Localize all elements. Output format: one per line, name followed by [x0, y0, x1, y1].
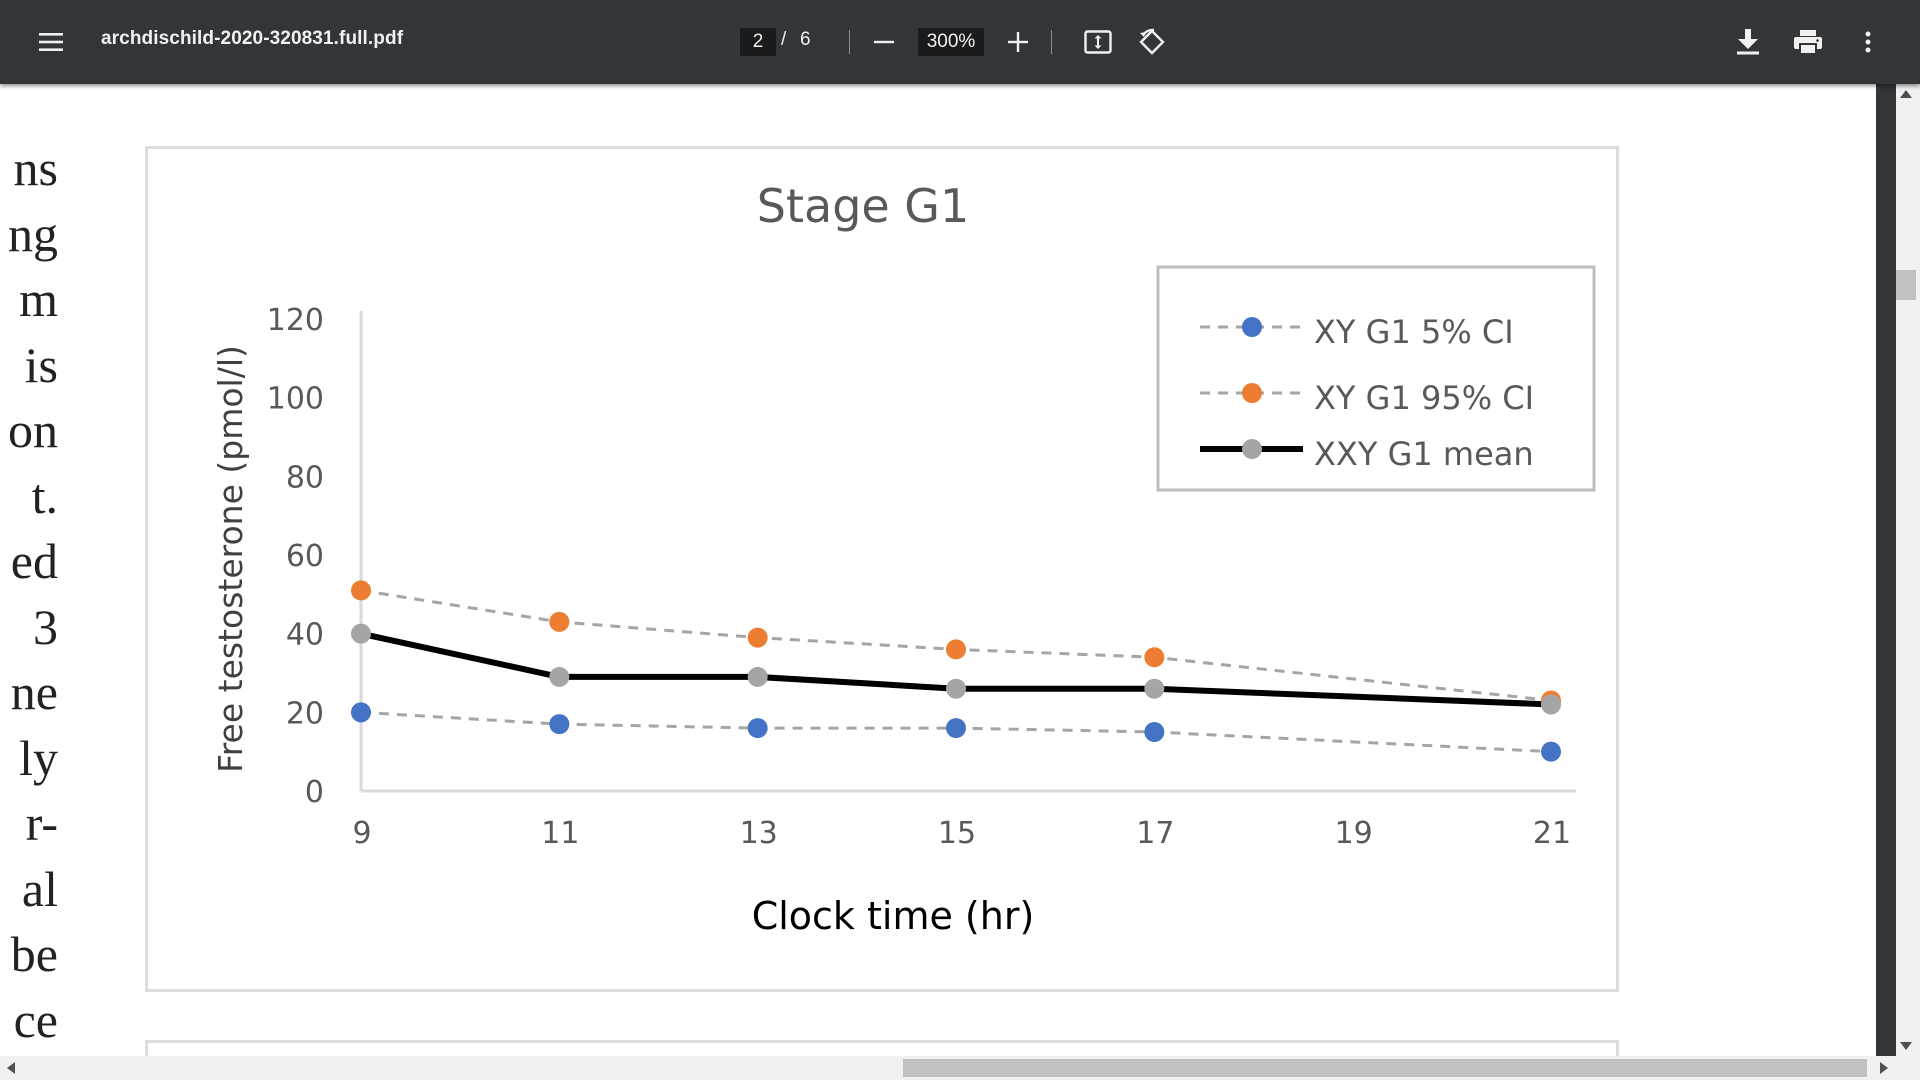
y-axis-label: Free testosterone (pmol/l) — [211, 345, 250, 773]
data-point — [351, 580, 371, 601]
text-line: m — [19, 271, 58, 327]
vertical-scroll-thumb[interactable] — [1896, 270, 1916, 300]
data-point — [351, 623, 371, 644]
x-tick-label: 19 — [1335, 816, 1373, 851]
page-total: 6 — [800, 29, 811, 50]
data-point — [1144, 647, 1165, 668]
clipped-body-text: ns ng m is on t. ed 3 ne ly r- al be ce — [0, 136, 58, 1053]
menu-button[interactable] — [28, 22, 74, 62]
zoom-out-icon — [874, 40, 894, 44]
rotate-button[interactable] — [1132, 22, 1172, 62]
x-tick-label: 9 — [352, 816, 371, 851]
data-point — [1541, 741, 1561, 762]
scroll-down-icon[interactable] — [1900, 1042, 1912, 1050]
chart-figure: Stage G1 Clock time (hr) Free testostero… — [145, 146, 1619, 992]
chart-title: Stage G1 — [757, 179, 969, 233]
text-line: be — [10, 926, 58, 982]
data-point — [946, 678, 966, 699]
data-point — [351, 702, 371, 723]
data-point — [946, 639, 966, 660]
rotate-icon — [1139, 28, 1165, 55]
legend-box — [1156, 265, 1596, 492]
x-tick-label: 11 — [541, 816, 579, 851]
data-point — [747, 718, 768, 739]
text-line: ly — [19, 729, 58, 786]
data-point — [1144, 678, 1165, 699]
y-tick-label: 0 — [305, 775, 324, 810]
y-tick-label: 60 — [286, 539, 324, 574]
y-tick-label: 120 — [267, 303, 324, 338]
x-tick-label: 13 — [740, 816, 778, 851]
text-line: ne — [10, 664, 58, 720]
legend-marker — [1242, 439, 1262, 459]
legend-label: XXY G1 mean — [1314, 435, 1534, 473]
download-button[interactable] — [1728, 22, 1768, 62]
horizontal-scrollbar[interactable] — [0, 1056, 1920, 1080]
text-line: al — [21, 860, 58, 917]
chart-legend: XY G1 5% CI XY G1 95% CI XXY G1 mean — [1156, 265, 1596, 492]
document-viewport[interactable]: ns ng m is on t. ed 3 ne ly r- al be ce … — [0, 84, 1876, 1056]
horizontal-scroll-thumb[interactable] — [903, 1059, 1867, 1077]
legend-marker — [1242, 317, 1262, 337]
menu-icon — [39, 33, 63, 51]
print-button[interactable] — [1788, 22, 1828, 62]
scroll-right-icon[interactable] — [1880, 1062, 1888, 1074]
print-icon — [1794, 30, 1822, 54]
zoom-in-icon — [1008, 32, 1028, 52]
scrollbar-gutter — [1876, 84, 1896, 1056]
legend-label: XY G1 95% CI — [1314, 379, 1534, 417]
text-line: on — [8, 402, 58, 458]
data-point — [747, 666, 768, 687]
scroll-left-icon[interactable] — [7, 1062, 15, 1074]
fit-page-icon — [1084, 30, 1112, 54]
data-point — [1541, 694, 1561, 715]
x-axis-label: Clock time (hr) — [752, 894, 1035, 938]
zoom-out-button[interactable] — [866, 26, 902, 58]
text-line: ng — [8, 205, 58, 262]
zoom-in-button[interactable] — [1000, 24, 1036, 60]
legend-label: XY G1 5% CI — [1314, 313, 1514, 351]
vertical-scrollbar[interactable] — [1876, 84, 1920, 1056]
data-point — [549, 611, 570, 632]
x-tick-label: 21 — [1533, 816, 1571, 851]
toolbar-divider — [1051, 30, 1052, 54]
y-tick-label: 100 — [267, 382, 324, 417]
series-line-2 — [360, 588, 1552, 703]
text-line: ns — [13, 140, 58, 196]
toolbar-divider — [849, 30, 850, 54]
zoom-level-input[interactable]: 300% — [918, 28, 984, 56]
text-line: 3 — [33, 598, 58, 655]
y-tick-label: 40 — [286, 618, 324, 653]
more-options-button[interactable] — [1848, 22, 1888, 62]
page-number-input[interactable]: 2 — [740, 28, 776, 56]
text-line: ed — [10, 533, 58, 589]
text-line: r- — [25, 795, 58, 851]
data-point — [747, 627, 768, 648]
download-icon — [1737, 29, 1759, 55]
y-tick-label: 80 — [286, 460, 324, 495]
fit-page-button[interactable] — [1078, 24, 1118, 60]
data-point — [549, 714, 570, 735]
text-line: is — [24, 336, 58, 393]
line-chart: Stage G1 Clock time (hr) Free testostero… — [211, 179, 1596, 938]
scroll-up-icon[interactable] — [1900, 90, 1912, 98]
more-options-icon — [1865, 31, 1871, 53]
page-separator: / — [781, 29, 787, 50]
data-point — [549, 666, 570, 687]
next-figure-frame — [145, 1040, 1619, 1056]
data-point — [1144, 722, 1165, 742]
axes-layer: 0 20 40 60 80 100 120 9 11 13 15 17 19 21 — [267, 303, 1576, 851]
y-tick-label: 20 — [286, 696, 324, 731]
series-layer — [351, 580, 1561, 762]
pdf-toolbar: archdischild-2020-320831.full.pdf 2 / 6 … — [0, 0, 1920, 84]
data-point — [946, 718, 966, 739]
legend-marker — [1242, 383, 1262, 403]
series-line-1 — [360, 710, 1552, 754]
text-line: t. — [31, 467, 58, 524]
document-title: archdischild-2020-320831.full.pdf — [101, 28, 404, 49]
x-tick-label: 15 — [938, 816, 976, 851]
text-line: ce — [13, 991, 58, 1048]
x-tick-label: 17 — [1136, 816, 1174, 851]
series-line-3 — [360, 630, 1552, 708]
